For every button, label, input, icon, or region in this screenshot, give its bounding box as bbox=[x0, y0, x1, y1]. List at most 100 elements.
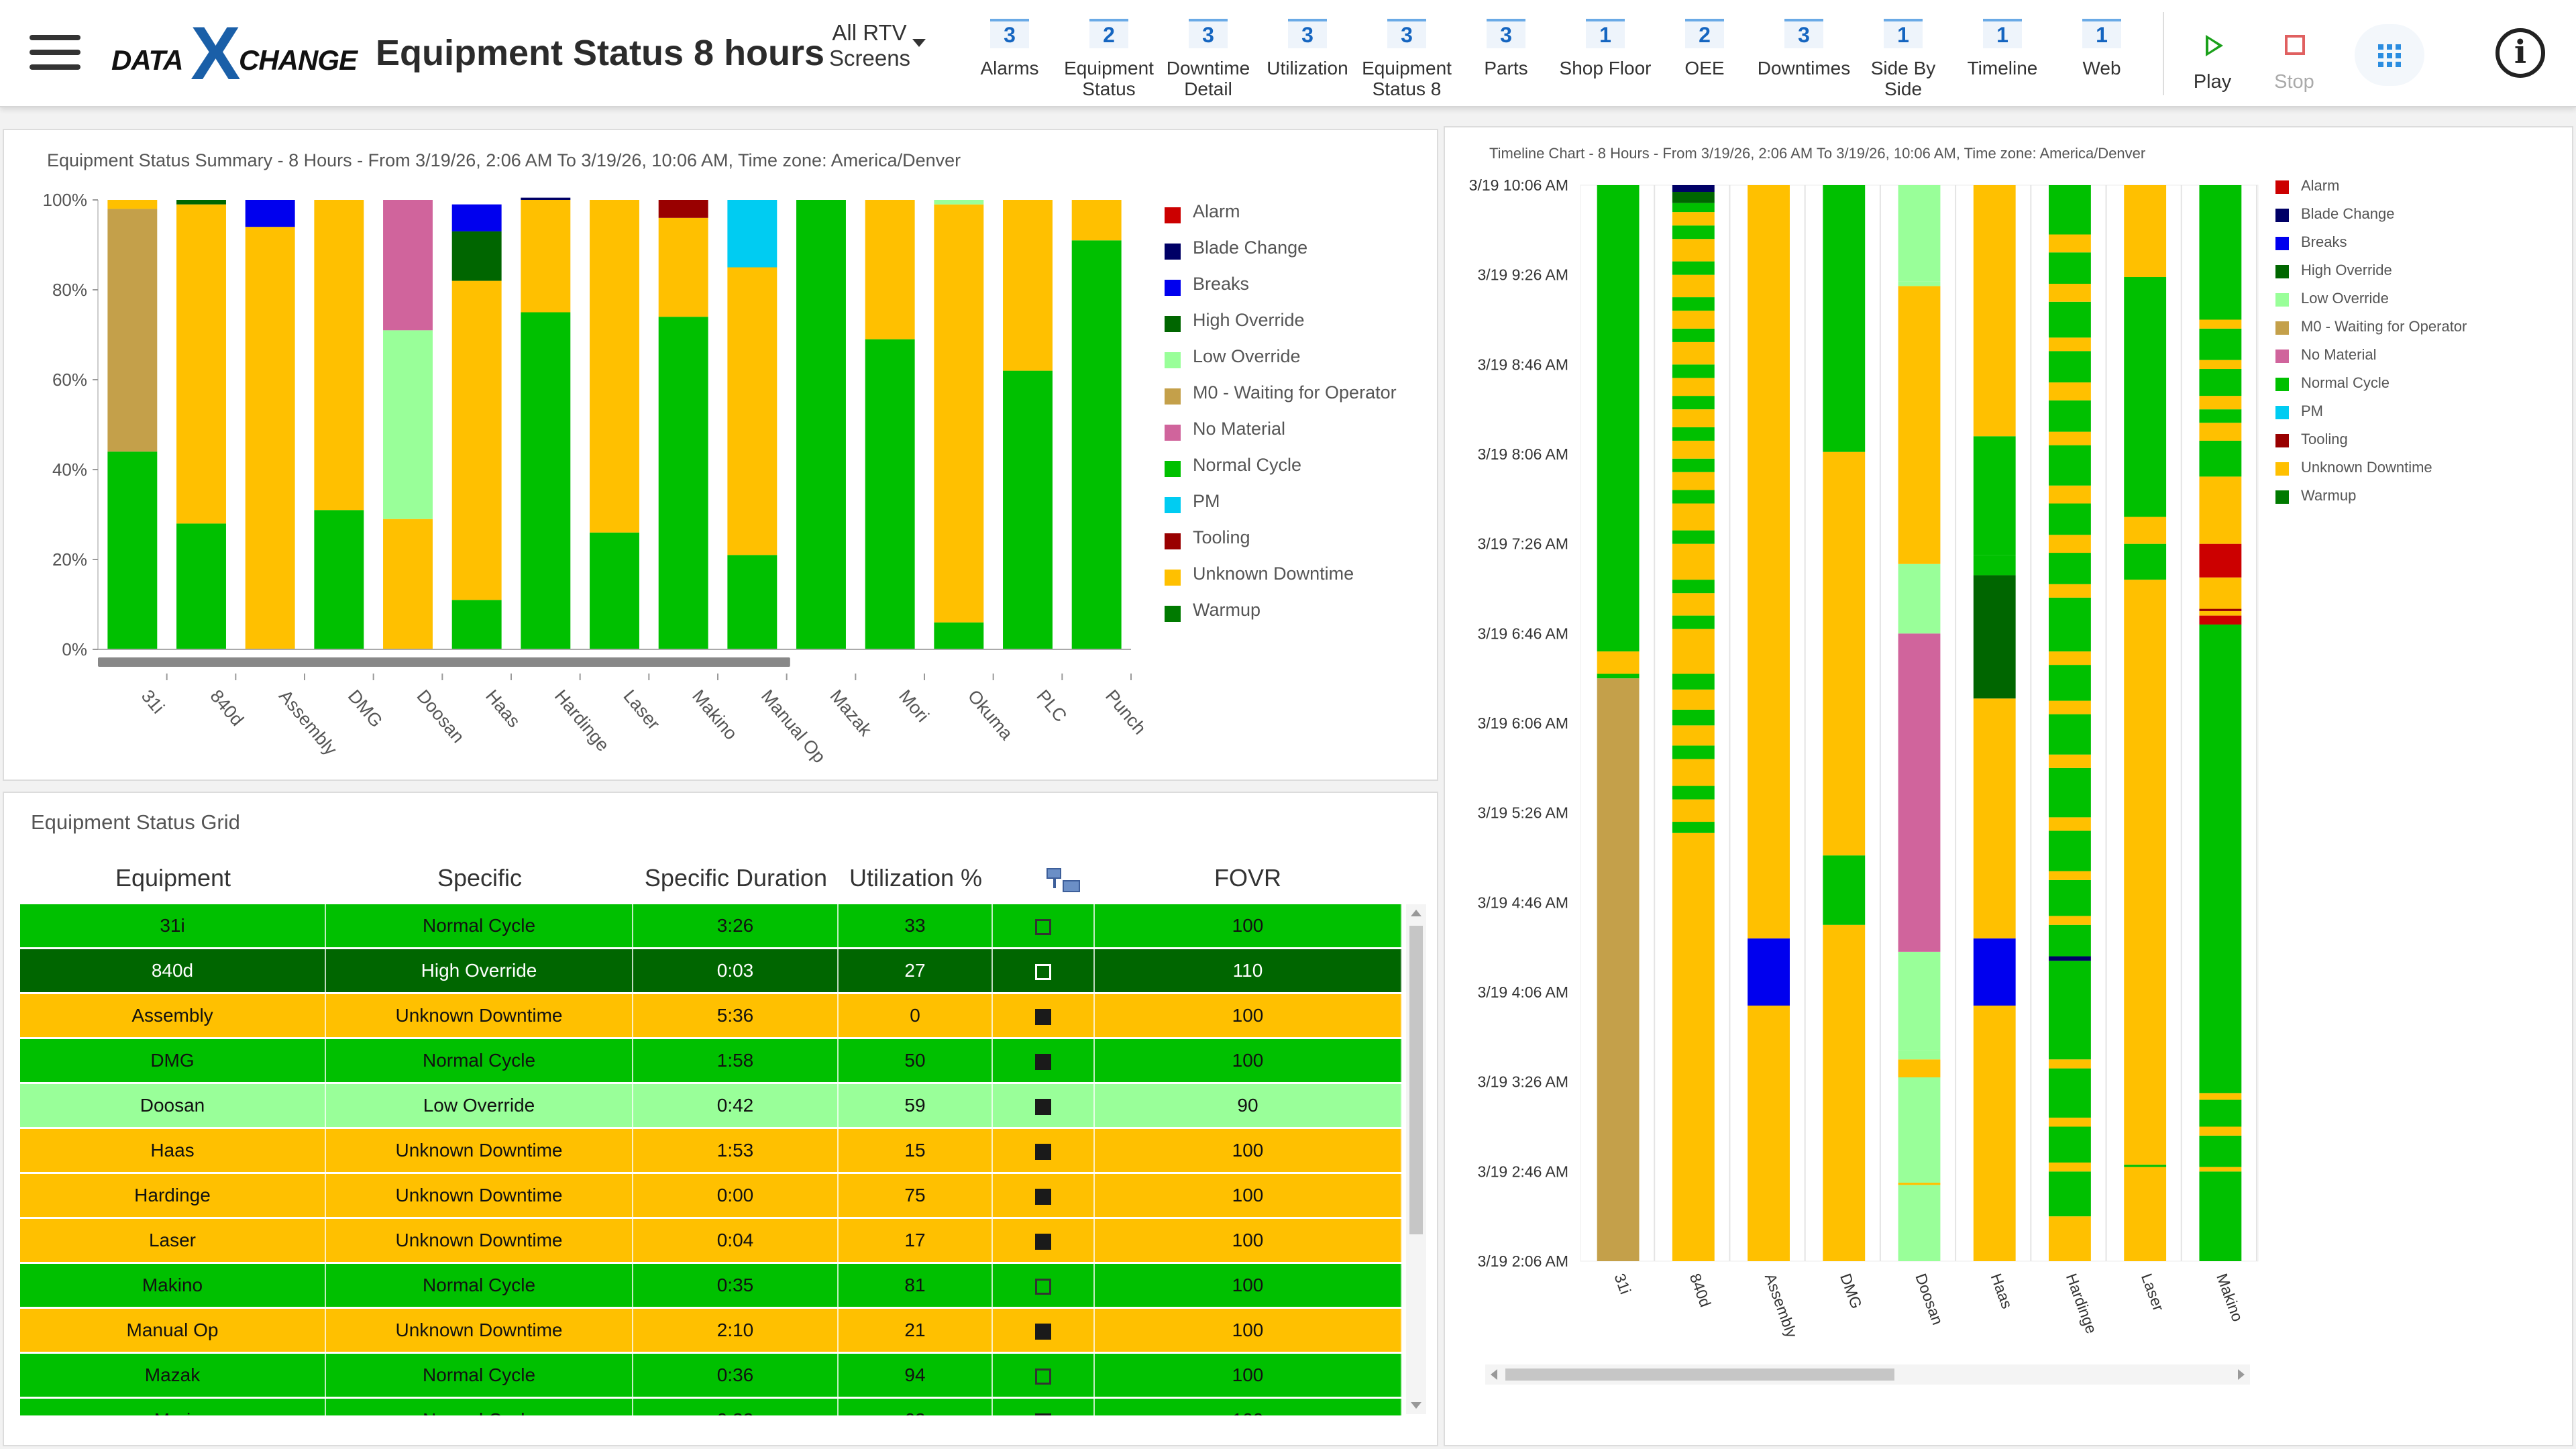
bar-segment-manual-op-normal-cycle[interactable] bbox=[727, 555, 777, 649]
timeline-segment-840d-unknown-downtime[interactable] bbox=[1672, 239, 1715, 262]
row-checkbox[interactable] bbox=[1035, 1413, 1051, 1415]
timeline-segment-hardinge-normal-cycle[interactable] bbox=[2049, 961, 2091, 1060]
table-row[interactable]: Hardinge Unknown Downtime 0:00 75 100 bbox=[20, 1174, 1402, 1218]
timeline-segment-laser-unknown-downtime[interactable] bbox=[2124, 517, 2167, 544]
timeline-segment-840d-unknown-downtime[interactable] bbox=[1672, 378, 1715, 396]
timeline-segment-makino-unknown-downtime[interactable] bbox=[2199, 396, 2242, 410]
timeline-segment-840d-high-override[interactable] bbox=[1672, 192, 1715, 203]
timeline-segment-doosan-low-override[interactable] bbox=[1898, 1077, 1941, 1183]
table-row[interactable]: DMG Normal Cycle 1:58 50 100 bbox=[20, 1039, 1402, 1083]
timeline-segment-makino-unknown-downtime[interactable] bbox=[2199, 1126, 2242, 1136]
timeline-segment-hardinge-unknown-downtime[interactable] bbox=[2049, 337, 2091, 352]
nav-item-downtimes[interactable]: 3 Downtimes bbox=[1754, 0, 1854, 107]
timeline-segment-840d-unknown-downtime[interactable] bbox=[1672, 409, 1715, 427]
timeline-segment-makino-alarm[interactable] bbox=[2199, 543, 2242, 578]
timeline-segment-hardinge-normal-cycle[interactable] bbox=[2049, 553, 2091, 584]
timeline-segment-laser-unknown-downtime[interactable] bbox=[2124, 580, 2167, 1165]
timeline-segment-doosan-low-override[interactable] bbox=[1898, 185, 1941, 282]
timeline-segment-makino-normal-cycle[interactable] bbox=[2199, 409, 2242, 423]
header-specific[interactable]: Specific bbox=[437, 864, 523, 892]
timeline-segment-hardinge-unknown-downtime[interactable] bbox=[2049, 916, 2091, 925]
timeline-segment-makino-normal-cycle[interactable] bbox=[2199, 440, 2242, 477]
bar-segment-okuma-unknown-downtime[interactable] bbox=[934, 204, 984, 623]
bar-segment-assembly-breaks[interactable] bbox=[245, 200, 295, 227]
bar-segment-okuma-low-override[interactable] bbox=[934, 200, 984, 205]
row-checkbox[interactable] bbox=[1035, 1054, 1051, 1070]
screens-dropdown[interactable]: All RTV Screens bbox=[829, 20, 943, 74]
timeline-segment-doosan-low-override[interactable] bbox=[1898, 951, 1941, 1051]
nav-item-parts[interactable]: 3 Parts bbox=[1456, 0, 1556, 107]
timeline-segment-hardinge-unknown-downtime[interactable] bbox=[2049, 584, 2091, 598]
timeline-segment-840d-normal-cycle[interactable] bbox=[1672, 396, 1715, 410]
timeline-segment-840d-normal-cycle[interactable] bbox=[1672, 297, 1715, 311]
bar-segment-840d-normal-cycle[interactable] bbox=[176, 523, 226, 649]
bar-segment-haas-breaks[interactable] bbox=[451, 204, 502, 231]
timeline-segment-840d-normal-cycle[interactable] bbox=[1672, 822, 1715, 833]
timeline-segment-hardinge-blade-change[interactable] bbox=[2049, 956, 2091, 961]
timeline-segment-dmg-normal-cycle[interactable] bbox=[1823, 855, 1866, 925]
bar-segment-manual-op-unknown-downtime[interactable] bbox=[727, 267, 777, 555]
timeline-segment-hardinge-unknown-downtime[interactable] bbox=[2049, 1162, 2091, 1172]
timeline-segment-840d-normal-cycle[interactable] bbox=[1672, 530, 1715, 544]
timeline-scrollbar[interactable] bbox=[1485, 1364, 2250, 1385]
timeline-segment-hardinge-unknown-downtime[interactable] bbox=[2049, 651, 2091, 665]
timeline-segment-haas-normal-cycle[interactable] bbox=[1973, 555, 2016, 576]
timeline-segment-hardinge-normal-cycle[interactable] bbox=[2049, 445, 2091, 486]
timeline-segment-840d-normal-cycle[interactable] bbox=[1672, 364, 1715, 378]
bar-segment-dmg-unknown-downtime[interactable] bbox=[314, 200, 364, 511]
timeline-segment-haas-breaks[interactable] bbox=[1973, 938, 2016, 1006]
timeline-segment-doosan-low-override[interactable] bbox=[1898, 1185, 1941, 1261]
scroll-up-icon[interactable] bbox=[1411, 910, 1421, 916]
timeline-segment-31i-normal-cycle[interactable] bbox=[1597, 185, 1640, 652]
timeline-segment-doosan-low-override[interactable] bbox=[1898, 1050, 1941, 1060]
timeline-segment-hardinge-unknown-downtime[interactable] bbox=[2049, 535, 2091, 553]
timeline-segment-assembly-unknown-downtime[interactable] bbox=[1748, 185, 1790, 938]
timeline-segment-haas-unknown-downtime[interactable] bbox=[1973, 185, 2016, 437]
timeline-segment-hardinge-unknown-downtime[interactable] bbox=[2049, 700, 2091, 714]
timeline-segment-makino-unknown-downtime[interactable] bbox=[2199, 476, 2242, 544]
timeline-segment-makino-normal-cycle[interactable] bbox=[2199, 1135, 2242, 1167]
bar-segment-31i-normal-cycle[interactable] bbox=[107, 451, 158, 649]
timeline-segment-840d-normal-cycle[interactable] bbox=[1672, 490, 1715, 504]
table-row[interactable]: Doosan Low Override 0:42 59 90 bbox=[20, 1084, 1402, 1128]
bar-segment-plc-unknown-downtime[interactable] bbox=[1003, 200, 1053, 371]
timeline-segment-doosan-low-override[interactable] bbox=[1898, 281, 1941, 286]
timeline-segment-laser-unknown-downtime[interactable] bbox=[2124, 1167, 2167, 1261]
timeline-segment-makino-unknown-downtime[interactable] bbox=[2199, 577, 2242, 609]
header-duration[interactable]: Specific Duration bbox=[644, 864, 828, 892]
play-button[interactable]: Play bbox=[2179, 27, 2246, 101]
bar-segment-punch-unknown-downtime[interactable] bbox=[1071, 200, 1122, 241]
timeline-segment-makino-unknown-downtime[interactable] bbox=[2199, 360, 2242, 370]
bar-segment-mori-unknown-downtime[interactable] bbox=[865, 200, 915, 339]
timeline-segment-840d-unknown-downtime[interactable] bbox=[1672, 689, 1715, 710]
timeline-segment-hardinge-normal-cycle[interactable] bbox=[2049, 1126, 2091, 1163]
timeline-segment-hardinge-unknown-downtime[interactable] bbox=[2049, 234, 2091, 253]
bar-segment-okuma-normal-cycle[interactable] bbox=[934, 622, 984, 649]
bar-segment-haas-high-override[interactable] bbox=[451, 231, 502, 281]
nav-item-equipment-status[interactable]: 2 Equipment Status bbox=[1059, 0, 1159, 107]
timeline-segment-laser-unknown-downtime[interactable] bbox=[2124, 185, 2167, 278]
table-row[interactable]: Laser Unknown Downtime 0:04 17 100 bbox=[20, 1219, 1402, 1263]
timeline-segment-840d-unknown-downtime[interactable] bbox=[1672, 503, 1715, 531]
bar-segment-840d-high-override[interactable] bbox=[176, 200, 226, 205]
bar-segment-hardinge-normal-cycle[interactable] bbox=[521, 312, 571, 650]
timeline-segment-hardinge-unknown-downtime[interactable] bbox=[2049, 754, 2091, 768]
timeline-segment-840d-unknown-downtime[interactable] bbox=[1672, 543, 1715, 580]
bar-segment-doosan-low-override[interactable] bbox=[383, 330, 433, 519]
timeline-segment-makino-normal-cycle[interactable] bbox=[2199, 185, 2242, 320]
timeline-segment-haas-high-override[interactable] bbox=[1973, 575, 2016, 699]
bar-segment-31i-unknown-downtime[interactable] bbox=[107, 200, 158, 209]
timeline-segment-hardinge-unknown-downtime[interactable] bbox=[2049, 1216, 2091, 1261]
timeline-segment-hardinge-normal-cycle[interactable] bbox=[2049, 714, 2091, 755]
header-utilization[interactable]: Utilization % bbox=[849, 864, 983, 892]
row-checkbox[interactable] bbox=[1035, 1009, 1051, 1025]
timeline-segment-makino-unknown-downtime[interactable] bbox=[2199, 423, 2242, 441]
nav-item-side-by-side[interactable]: 1 Side By Side bbox=[1853, 0, 1953, 107]
bar-segment-hardinge-unknown-downtime[interactable] bbox=[521, 200, 571, 313]
bar-segment-hardinge-blade-change[interactable] bbox=[521, 197, 571, 200]
timeline-segment-haas-unknown-downtime[interactable] bbox=[1973, 698, 2016, 938]
timeline-segment-840d-unknown-downtime[interactable] bbox=[1672, 725, 1715, 746]
timeline-segment-840d-unknown-downtime[interactable] bbox=[1672, 759, 1715, 786]
bar-segment-doosan-unknown-downtime[interactable] bbox=[383, 519, 433, 649]
row-checkbox[interactable] bbox=[1035, 1189, 1051, 1205]
